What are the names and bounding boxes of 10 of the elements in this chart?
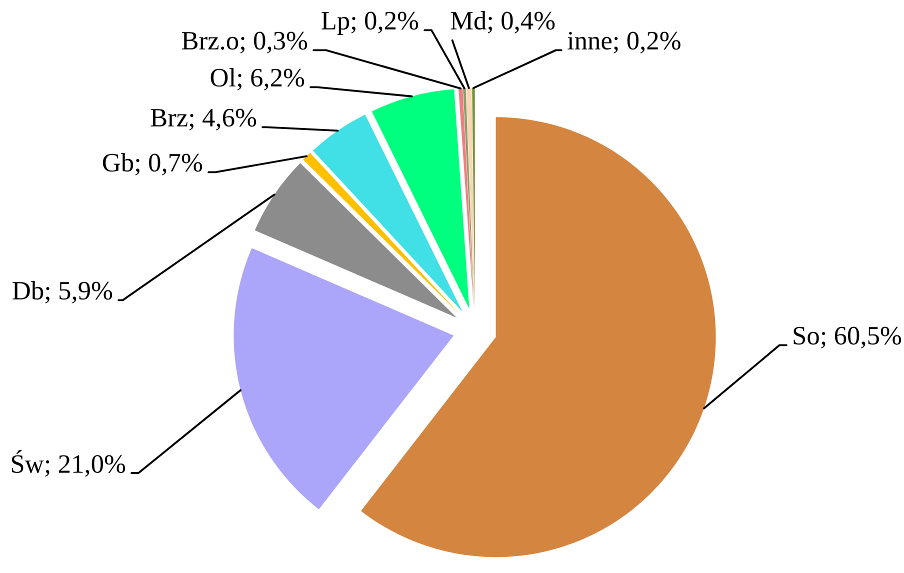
slice-label: Md; 0,4%	[450, 11, 555, 34]
slice-label: Lp; 0,2%	[322, 12, 418, 35]
slice-label: Gb; 0,7%	[102, 153, 202, 176]
slice-label: Brz.o; 0,3%	[182, 32, 308, 54]
slice-label: Db; 5,9%	[12, 281, 112, 304]
slice-label: Ol; 6,2%	[210, 68, 304, 90]
slice-label: So; 60,5%	[794, 326, 902, 348]
slice-label: inne; 0,2%	[568, 32, 680, 54]
slice-label: Św; 21,0%	[12, 450, 126, 477]
slice-label: Brz; 4,6%	[150, 108, 256, 130]
